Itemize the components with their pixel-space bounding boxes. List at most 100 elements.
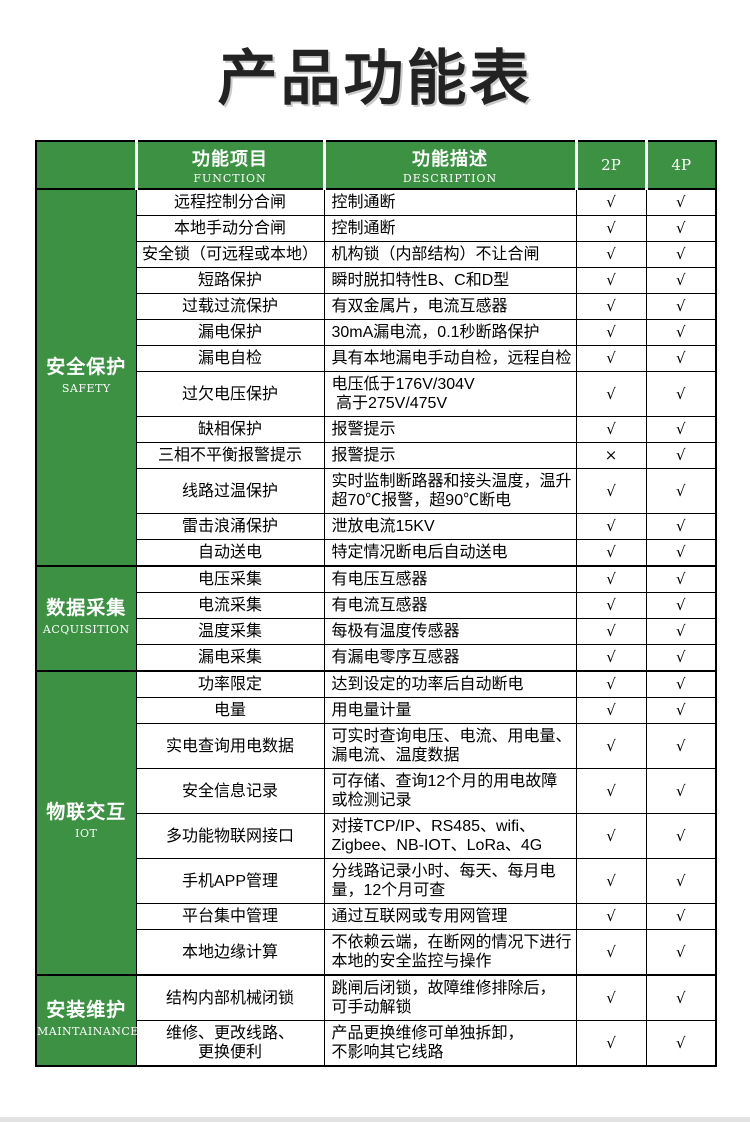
description-cell: 达到设定的功率后自动断电 xyxy=(323,670,577,698)
description-cell: 机构锁（内部结构）不让合闸 xyxy=(323,241,577,268)
mark-4p: √ xyxy=(645,513,717,540)
mark-4p: √ xyxy=(645,592,717,619)
function-cell: 过欠电压保护 xyxy=(135,371,325,417)
function-cell: 三相不平衡报警提示 xyxy=(135,442,325,469)
description-cell: 有漏电零序互感器 xyxy=(323,644,577,672)
description-cell: 跳闸后闭锁，故障维修排除后， 可手动解锁 xyxy=(323,974,577,1021)
description-cell: 泄放电流15KV xyxy=(323,513,577,540)
function-cell: 本地边缘计算 xyxy=(135,929,325,976)
table-row: 漏电保护 30mA漏电流，0.1秒断路保护 √ √ xyxy=(36,319,717,346)
mark-2p: × xyxy=(575,442,647,469)
mark-4p: √ xyxy=(645,768,717,814)
table-row: 过欠电压保护 电压低于176V/304V 高于275V/475V √ √ xyxy=(36,371,717,417)
mark-4p: √ xyxy=(645,974,717,1021)
mark-4p: √ xyxy=(645,618,717,645)
table-row: 本地边缘计算 不依赖云端，在断网的情况下进行 本地的安全监控与操作 √ √ xyxy=(36,929,717,976)
description-cell: 具有本地漏电手动自检，远程自检 xyxy=(323,345,577,372)
mark-2p: √ xyxy=(575,929,647,976)
description-cell: 对接TCP/IP、RS485、wifi、 Zigbee、NB-IOT、LoRa、… xyxy=(323,813,577,859)
description-cell: 产品更换维修可单独拆卸， 不影响其它线路 xyxy=(323,1020,577,1067)
mark-2p: √ xyxy=(575,513,647,540)
mark-2p: √ xyxy=(575,813,647,859)
table-row: 安全保护 SAFETY 远程控制分合闸 控制通断 √ √ xyxy=(35,188,717,567)
function-cell: 实电查询用电数据 xyxy=(135,723,325,769)
section-name-cn: 物联交互 xyxy=(46,802,127,823)
mark-2p: √ xyxy=(575,241,647,268)
function-cell: 温度采集 xyxy=(135,618,325,645)
mark-4p: √ xyxy=(645,1020,717,1067)
description-cell: 控制通断 xyxy=(323,188,577,216)
mark-4p: √ xyxy=(645,644,717,672)
mark-2p: √ xyxy=(575,319,647,346)
table-row: 漏电自检 具有本地漏电手动自检，远程自检 √ √ xyxy=(36,345,717,372)
mark-4p: √ xyxy=(645,293,717,320)
table-row: 维修、更改线路、 更换便利 产品更换维修可单独拆卸， 不影响其它线路 √ √ xyxy=(36,1020,717,1067)
mark-2p: √ xyxy=(575,565,647,593)
mark-2p: √ xyxy=(575,903,647,930)
mark-4p: √ xyxy=(645,858,717,904)
function-cell: 电量 xyxy=(135,697,325,724)
mark-2p: √ xyxy=(575,468,647,514)
mark-2p: √ xyxy=(575,644,647,672)
section-name-en: IOT xyxy=(75,827,98,840)
table-row: 缺相保护 报警提示 √ √ xyxy=(36,416,717,443)
section-label: 安装维护 MAINTAINANCE xyxy=(35,974,138,1067)
header-description-cn: 功能描述 xyxy=(412,149,488,169)
description-cell: 特定情况断电后自动送电 xyxy=(323,539,577,567)
mark-4p: √ xyxy=(645,670,717,698)
mark-4p: √ xyxy=(645,319,717,346)
mark-2p: √ xyxy=(575,215,647,242)
function-cell: 自动送电 xyxy=(135,539,325,567)
function-cell: 本地手动分合闸 xyxy=(135,215,325,242)
table-row: 漏电采集 有漏电零序互感器 √ √ xyxy=(36,644,717,672)
function-cell: 短路保护 xyxy=(135,267,325,294)
header-description: 功能描述 DESCRIPTION xyxy=(322,140,577,190)
table-row: 雷击浪涌保护 泄放电流15KV √ √ xyxy=(36,513,717,540)
mark-4p: √ xyxy=(645,813,717,859)
mark-2p: √ xyxy=(575,592,647,619)
section-name-en: ACQUISITION xyxy=(42,622,130,636)
header-function-cn: 功能项目 xyxy=(192,149,268,169)
description-cell: 控制通断 xyxy=(323,215,577,242)
product-function-table: 功能项目 FUNCTION 功能描述 DESCRIPTION 2P 4P 安全保… xyxy=(35,140,717,1067)
mark-2p: √ xyxy=(575,539,647,567)
description-cell: 报警提示 xyxy=(323,416,577,443)
table-row: 电流采集 有电流互感器 √ √ xyxy=(36,592,717,619)
mark-2p: √ xyxy=(575,768,647,814)
function-cell: 远程控制分合闸 xyxy=(135,188,325,216)
header-function: 功能项目 FUNCTION xyxy=(134,140,325,190)
mark-4p: √ xyxy=(645,539,717,567)
mark-2p: √ xyxy=(575,371,647,417)
mark-4p: √ xyxy=(645,442,717,469)
function-cell: 缺相保护 xyxy=(135,416,325,443)
section-name-cn: 安全保护 xyxy=(46,356,127,378)
description-cell: 报警提示 xyxy=(323,442,577,469)
function-cell: 过载过流保护 xyxy=(135,293,325,320)
function-cell: 电流采集 xyxy=(135,592,325,619)
table-header-row: 功能项目 FUNCTION 功能描述 DESCRIPTION 2P 4P xyxy=(35,140,717,190)
mark-4p: √ xyxy=(645,903,717,930)
table-row: 线路过温保护 实时监制断路器和接头温度，温升 超70℃报警，超90℃断电 √ √ xyxy=(36,468,717,514)
header-2p: 2P xyxy=(574,140,647,190)
header-function-en: FUNCTION xyxy=(193,172,267,185)
mark-2p: √ xyxy=(575,618,647,645)
table-row: 本地手动分合闸 控制通断 √ √ xyxy=(36,215,717,242)
function-cell: 漏电采集 xyxy=(135,644,325,672)
function-cell: 线路过温保护 xyxy=(135,468,325,514)
mark-4p: √ xyxy=(645,241,717,268)
mark-2p: √ xyxy=(575,723,647,769)
mark-4p: √ xyxy=(645,565,717,593)
description-cell: 每极有温度传感器 xyxy=(323,618,577,645)
page-title: 产品功能表 xyxy=(217,45,533,112)
table-row: 自动送电 特定情况断电后自动送电 √ √ xyxy=(36,539,717,567)
section-name-cn: 安装维护 xyxy=(46,999,127,1021)
header-description-en: DESCRIPTION xyxy=(402,172,498,185)
description-cell: 可实时查询电压、电流、用电量、 漏电流、温度数据 xyxy=(323,723,577,769)
mark-2p: √ xyxy=(575,345,647,372)
description-cell: 实时监制断路器和接头温度，温升 超70℃报警，超90℃断电 xyxy=(323,468,577,514)
description-cell: 用电量计量 xyxy=(323,697,577,724)
header-4p: 4P xyxy=(644,140,717,190)
table-row: 安装维护 MAINTAINANCE 结构内部机械闭锁 跳闸后闭锁，故障维修排除后， 可… xyxy=(35,974,717,1067)
mark-2p: √ xyxy=(575,293,647,320)
